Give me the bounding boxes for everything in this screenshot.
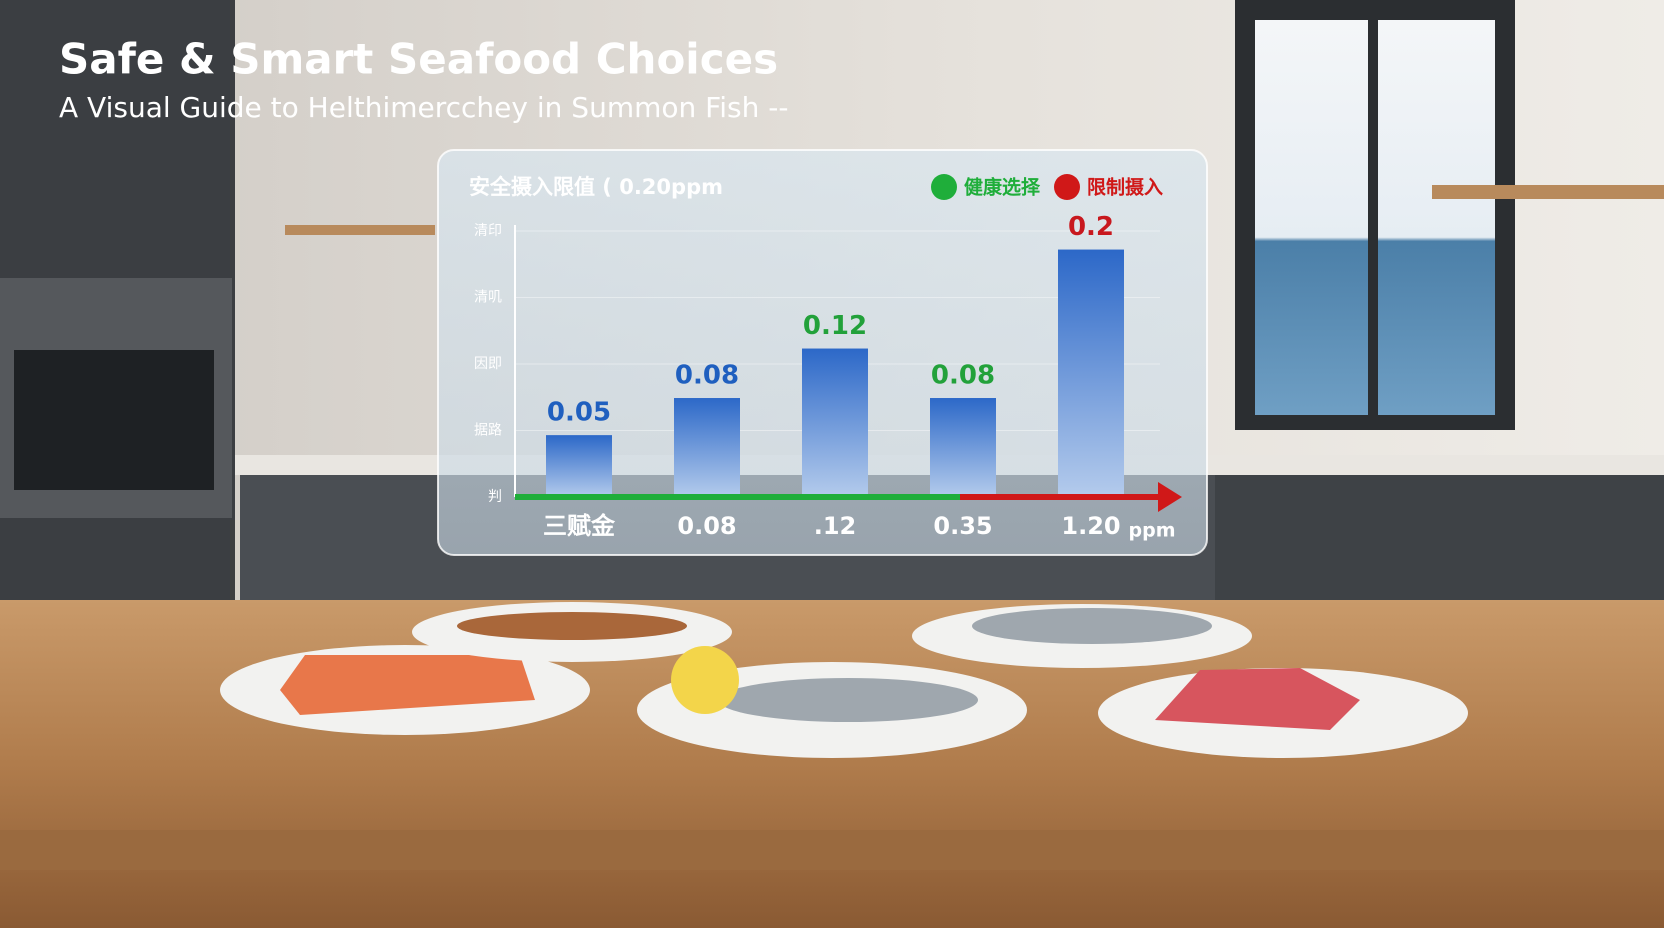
bar	[674, 398, 740, 497]
y-tick-label: 判	[488, 489, 502, 505]
x-tick-label: .12	[814, 512, 857, 540]
x-unit: ppm	[1129, 520, 1176, 542]
title: Safe & Smart Seafood Choices	[59, 35, 778, 84]
x-tick-label: 三赋金	[543, 512, 616, 540]
legend-icon	[1054, 174, 1080, 200]
data-label: 0.08	[931, 361, 995, 391]
data-label: 0.12	[803, 311, 867, 341]
legend-label: 健康选择	[964, 176, 1041, 199]
bar	[1058, 249, 1124, 497]
bar	[930, 398, 996, 497]
x-tick-label: 1.20	[1061, 512, 1120, 540]
legend-label: 限制摄入	[1087, 176, 1163, 199]
x-tick-label: 0.35	[933, 512, 992, 540]
chart-header: 安全摄入限值 ( 0.20ppm	[469, 175, 723, 199]
x-axis-arrow	[1158, 482, 1182, 512]
y-tick-label: 清印	[474, 223, 502, 239]
data-label: 0.08	[675, 361, 739, 391]
y-tick-label: 因即	[474, 356, 502, 372]
legend-icon	[931, 174, 957, 200]
data-label: 0.05	[547, 398, 611, 428]
subtitle: A Visual Guide to Helthimercchey in Summ…	[59, 91, 788, 124]
x-tick-label: 0.08	[677, 512, 736, 540]
bar	[802, 348, 868, 497]
bar	[546, 435, 612, 497]
data-label: 0.2	[1068, 212, 1114, 242]
y-tick-label: 据路	[474, 423, 502, 439]
y-tick-label: 清叽	[474, 290, 502, 306]
